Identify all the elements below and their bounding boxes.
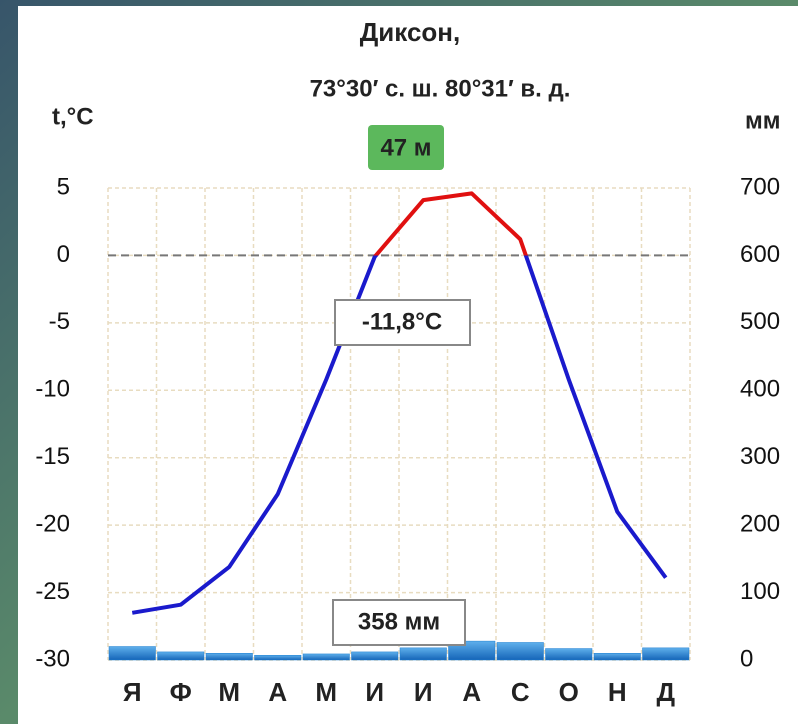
y-tick-label: -15 [35,443,70,470]
y-tick-label: -25 [35,578,70,605]
chart-title: Диксон, [360,17,460,47]
x-tick-label: Д [656,677,675,707]
chart-subtitle: 73°30′ с. ш. 80°31′ в. д. [310,75,571,102]
precip-bar [108,646,156,661]
y-tick-label: 0 [57,241,70,268]
annual-temp-label: -11,8°C [362,308,442,335]
precip-bar [157,651,205,661]
x-tick-label: А [268,677,287,707]
precip-bar [351,651,399,661]
y-tick-label: -20 [35,510,70,537]
precip-bar [302,653,350,661]
annual-temp-box [334,299,471,346]
y2-tick-label: 500 [740,308,780,335]
x-tick-label: М [315,677,337,707]
elevation-badge [368,125,444,170]
y2-tick-label: 400 [740,376,780,403]
y2-tick-label: 200 [740,510,780,537]
y-tick-label: -30 [35,645,70,672]
x-tick-label: Я [123,677,142,707]
y2-tick-label: 0 [740,645,753,672]
temperature-line [131,191,668,615]
y-tick-label: -10 [35,376,70,403]
precip-bar [254,655,302,661]
precip-bar [399,647,447,661]
y-tick-label: 5 [57,173,70,200]
precip-bar [545,648,593,661]
annual-precip-label: 358 мм [358,608,440,635]
x-tick-label: М [218,677,240,707]
y2-tick-label: 100 [740,578,780,605]
y2-axis-label: мм [745,107,781,134]
x-tick-label: А [462,677,481,707]
x-tick-label: Ф [170,677,192,707]
precip-bar [496,642,544,661]
elevation-label: 47 м [380,134,431,161]
x-tick-label: Н [608,677,627,707]
y2-tick-label: 600 [740,241,780,268]
y2-tick-label: 700 [740,173,780,200]
annual-precip-box [332,599,466,646]
x-tick-label: И [414,677,433,707]
x-tick-label: И [365,677,384,707]
x-tick-label: О [559,677,579,707]
y-tick-label: -5 [49,308,70,335]
precip-bar [642,647,690,661]
precip-bar [593,653,641,661]
y2-tick-label: 300 [740,443,780,470]
x-tick-label: С [511,677,530,707]
y-axis-label: t,°C [52,103,94,130]
precip-bar [205,653,253,661]
